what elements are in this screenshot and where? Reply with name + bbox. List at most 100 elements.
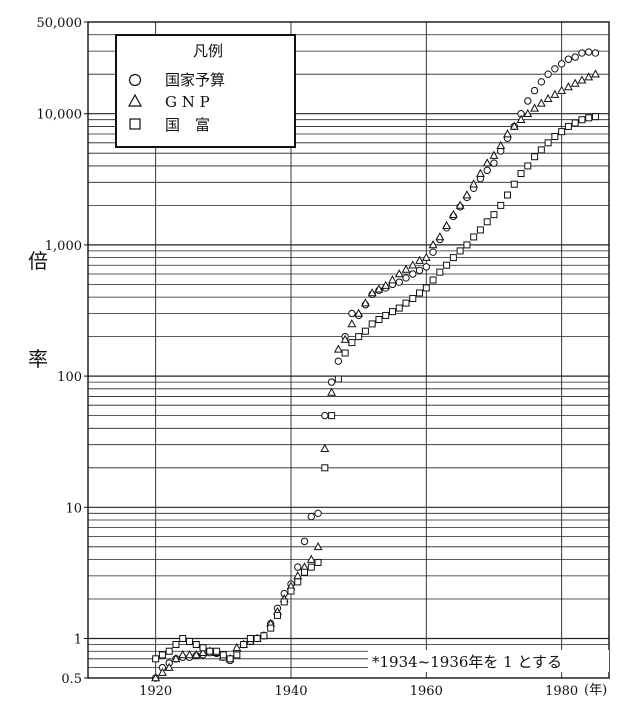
x-unit-label: (年) [584,683,607,698]
data-point-triangle [151,673,161,682]
data-point-triangle [448,209,458,218]
data-point-triangle [442,220,452,230]
data-point-square [267,624,275,632]
data-point-square [375,316,383,324]
series-square [152,113,599,663]
legend-square-marker [129,118,141,130]
data-point-triangle [577,75,587,84]
data-point-square [510,180,518,188]
data-point-square [504,191,512,199]
data-point-triangle [185,650,194,659]
data-point-square [585,114,593,122]
data-point-square [152,655,160,663]
data-point-circle [591,49,600,57]
data-point-square [449,254,457,262]
data-point-triangle [320,443,330,452]
data-point-triangle [469,179,479,188]
data-point-triangle [543,93,553,103]
data-point-triangle [530,103,540,112]
data-point-square [443,261,451,269]
data-point-square [165,647,173,655]
data-point-square [361,327,369,335]
data-point-triangle [164,662,174,671]
data-point-circle [348,309,356,318]
data-point-square [591,113,599,121]
data-point-triangle [347,319,357,328]
data-point-circle [422,263,431,271]
data-point-square [544,139,552,147]
data-point-square [402,299,410,307]
data-point-square [158,651,166,659]
data-point-triangle [516,114,526,124]
plot-frame [87,21,610,679]
data-point-triangle [354,308,364,317]
data-point-circle [395,278,403,286]
data-point-square [571,119,579,127]
data-point-circle [571,53,579,61]
data-point-square [456,247,464,255]
legend: 凡例 国家予算 G N P 国 富 [115,34,296,148]
data-point-triangle [584,72,594,81]
data-point-triangle [191,650,201,659]
data-point-square [395,304,403,312]
data-point-triangle [455,200,465,209]
data-point-circle [415,266,424,275]
y-tick-label: 10 [65,501,82,516]
data-point-circle [321,411,329,420]
data-point-triangle [333,344,343,353]
data-point-triangle [421,252,431,261]
data-point-square [531,153,539,161]
data-point-triangle [381,280,391,289]
data-point-circle [551,65,559,73]
axis-ticks: 0.5 1 10 100 1,000 10,000 50,000 1920 1940 1960 19… [37,16,579,699]
footnote-text: *1934~1936年を 1 とする [372,653,562,671]
data-point-square [328,412,336,420]
data-point-triangle [178,650,188,659]
data-point-square [551,133,559,141]
legend-label-wealth: 国 富 [165,116,210,134]
data-point-square [172,641,180,649]
data-point-square [213,647,221,655]
data-point-triangle [563,82,573,91]
legend-label-budget: 国家予算 [165,71,225,89]
data-point-triangle [313,541,323,551]
data-point-square [436,268,444,276]
data-point-square [246,635,254,643]
data-point-square [321,464,329,472]
data-point-square [287,587,295,595]
data-point-square [179,635,187,643]
data-point-triangle [503,129,512,138]
data-point-square [314,558,322,566]
data-point-triangle [198,647,208,656]
data-point-square [240,641,248,649]
data-point-triangle [408,260,418,269]
data-point-triangle [327,387,337,396]
legend-label-gnp: G N P [165,93,210,111]
footnote: *1934~1936年を 1 とする [368,650,609,672]
data-point-square [280,598,288,606]
data-point-triangle [536,98,546,107]
data-point-triangle [157,667,167,676]
data-point-triangle [360,298,370,307]
data-point-square [476,226,484,234]
data-point-square [199,644,207,652]
data-points [151,48,600,682]
data-point-triangle [462,190,472,199]
data-point-square [470,233,478,241]
data-point-circle [300,537,309,546]
data-point-triangle [401,264,411,273]
data-point-circle [585,48,593,56]
data-point-triangle [428,240,438,249]
data-point-square [273,611,281,619]
data-point-triangle [489,150,499,159]
data-point-square [206,647,214,655]
data-point-triangle [340,334,350,343]
data-point-square [524,162,532,170]
x-tick-label: 1940 [274,684,307,699]
data-point-triangle [394,269,404,278]
data-point-triangle [435,232,445,241]
y-tick-label: 10,000 [37,108,83,123]
data-point-triangle [293,571,303,580]
data-point-circle [530,86,539,95]
data-point-triangle [557,85,567,94]
